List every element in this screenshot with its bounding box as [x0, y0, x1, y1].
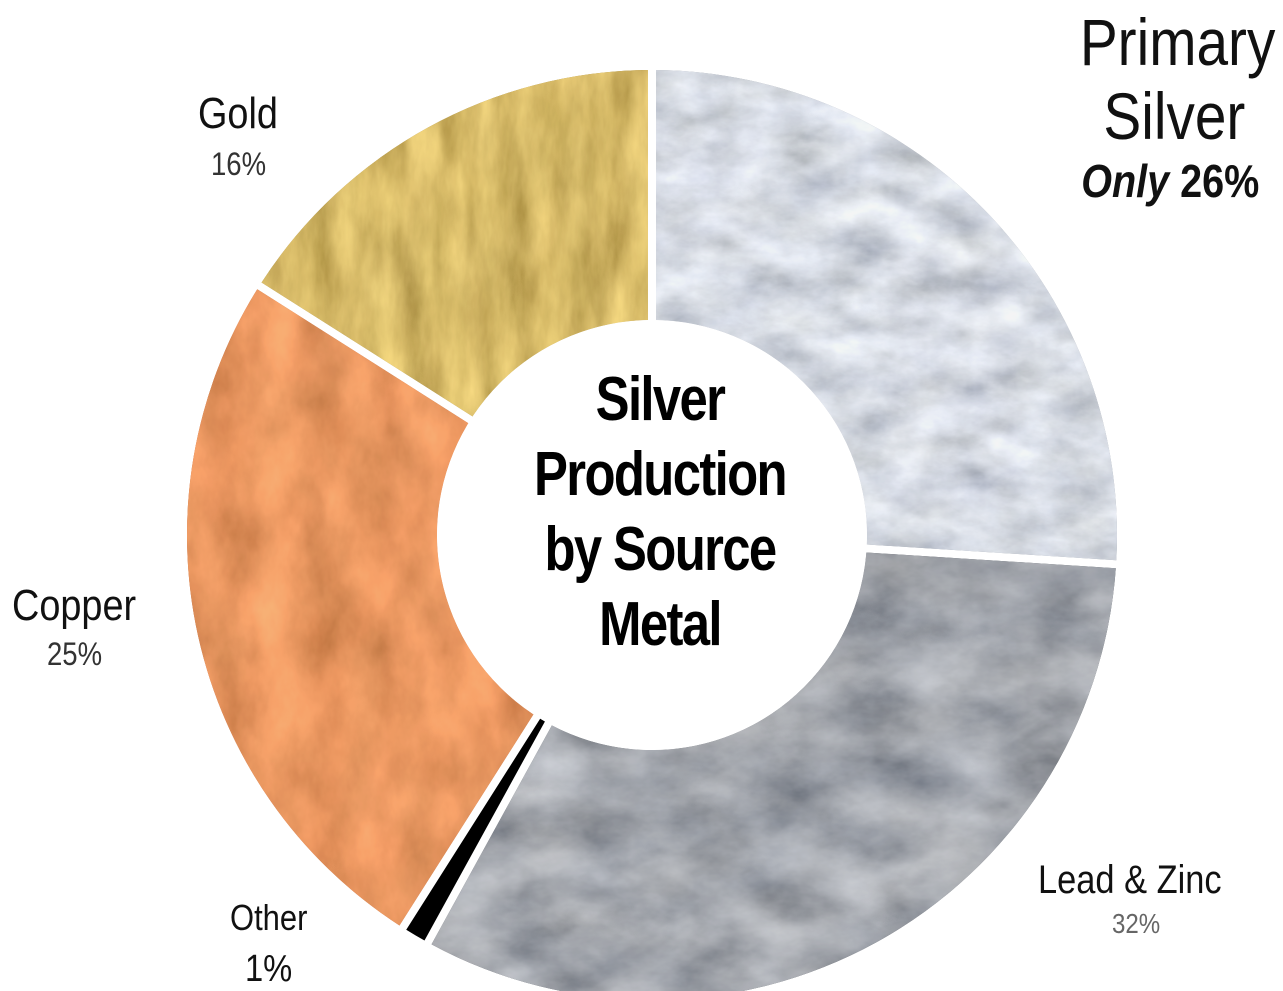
chart-title: Silver Production by Source Metal: [460, 362, 860, 662]
primary-silver-line2: Silver: [1103, 78, 1245, 153]
copper-slice-label: Copper: [12, 581, 137, 630]
chart-title-line-3: by Source: [544, 515, 777, 584]
donut-slice: [406, 718, 545, 941]
primary-silver-annotation: Primary Silver Only 26%: [1048, 5, 1275, 209]
chart-title-line-2: Production: [534, 440, 788, 509]
gold-slice-label: Gold: [198, 89, 278, 138]
donut-hole: [437, 320, 867, 750]
chart-title-line-1: Silver: [595, 365, 726, 434]
primary-silver-line1: Primary: [1079, 5, 1275, 79]
lead-zinc-slice-value: 32%: [1112, 908, 1161, 939]
primary-silver-value: 26%: [1179, 154, 1259, 207]
chart-title-line-4: Metal: [599, 590, 722, 659]
other-slice-value: 1%: [245, 948, 293, 990]
lead-zinc-slice-label: Lead & Zinc: [1038, 858, 1222, 902]
primary-silver-emphasis-word: Only: [1080, 154, 1169, 207]
primary-silver-share: Only 26%: [1077, 154, 1259, 209]
donut-slice-fill: [406, 718, 545, 941]
copper-slice-value: 25%: [47, 636, 103, 672]
gold-slice-value: 16%: [211, 146, 267, 182]
other-slice-label: Other: [230, 897, 308, 938]
